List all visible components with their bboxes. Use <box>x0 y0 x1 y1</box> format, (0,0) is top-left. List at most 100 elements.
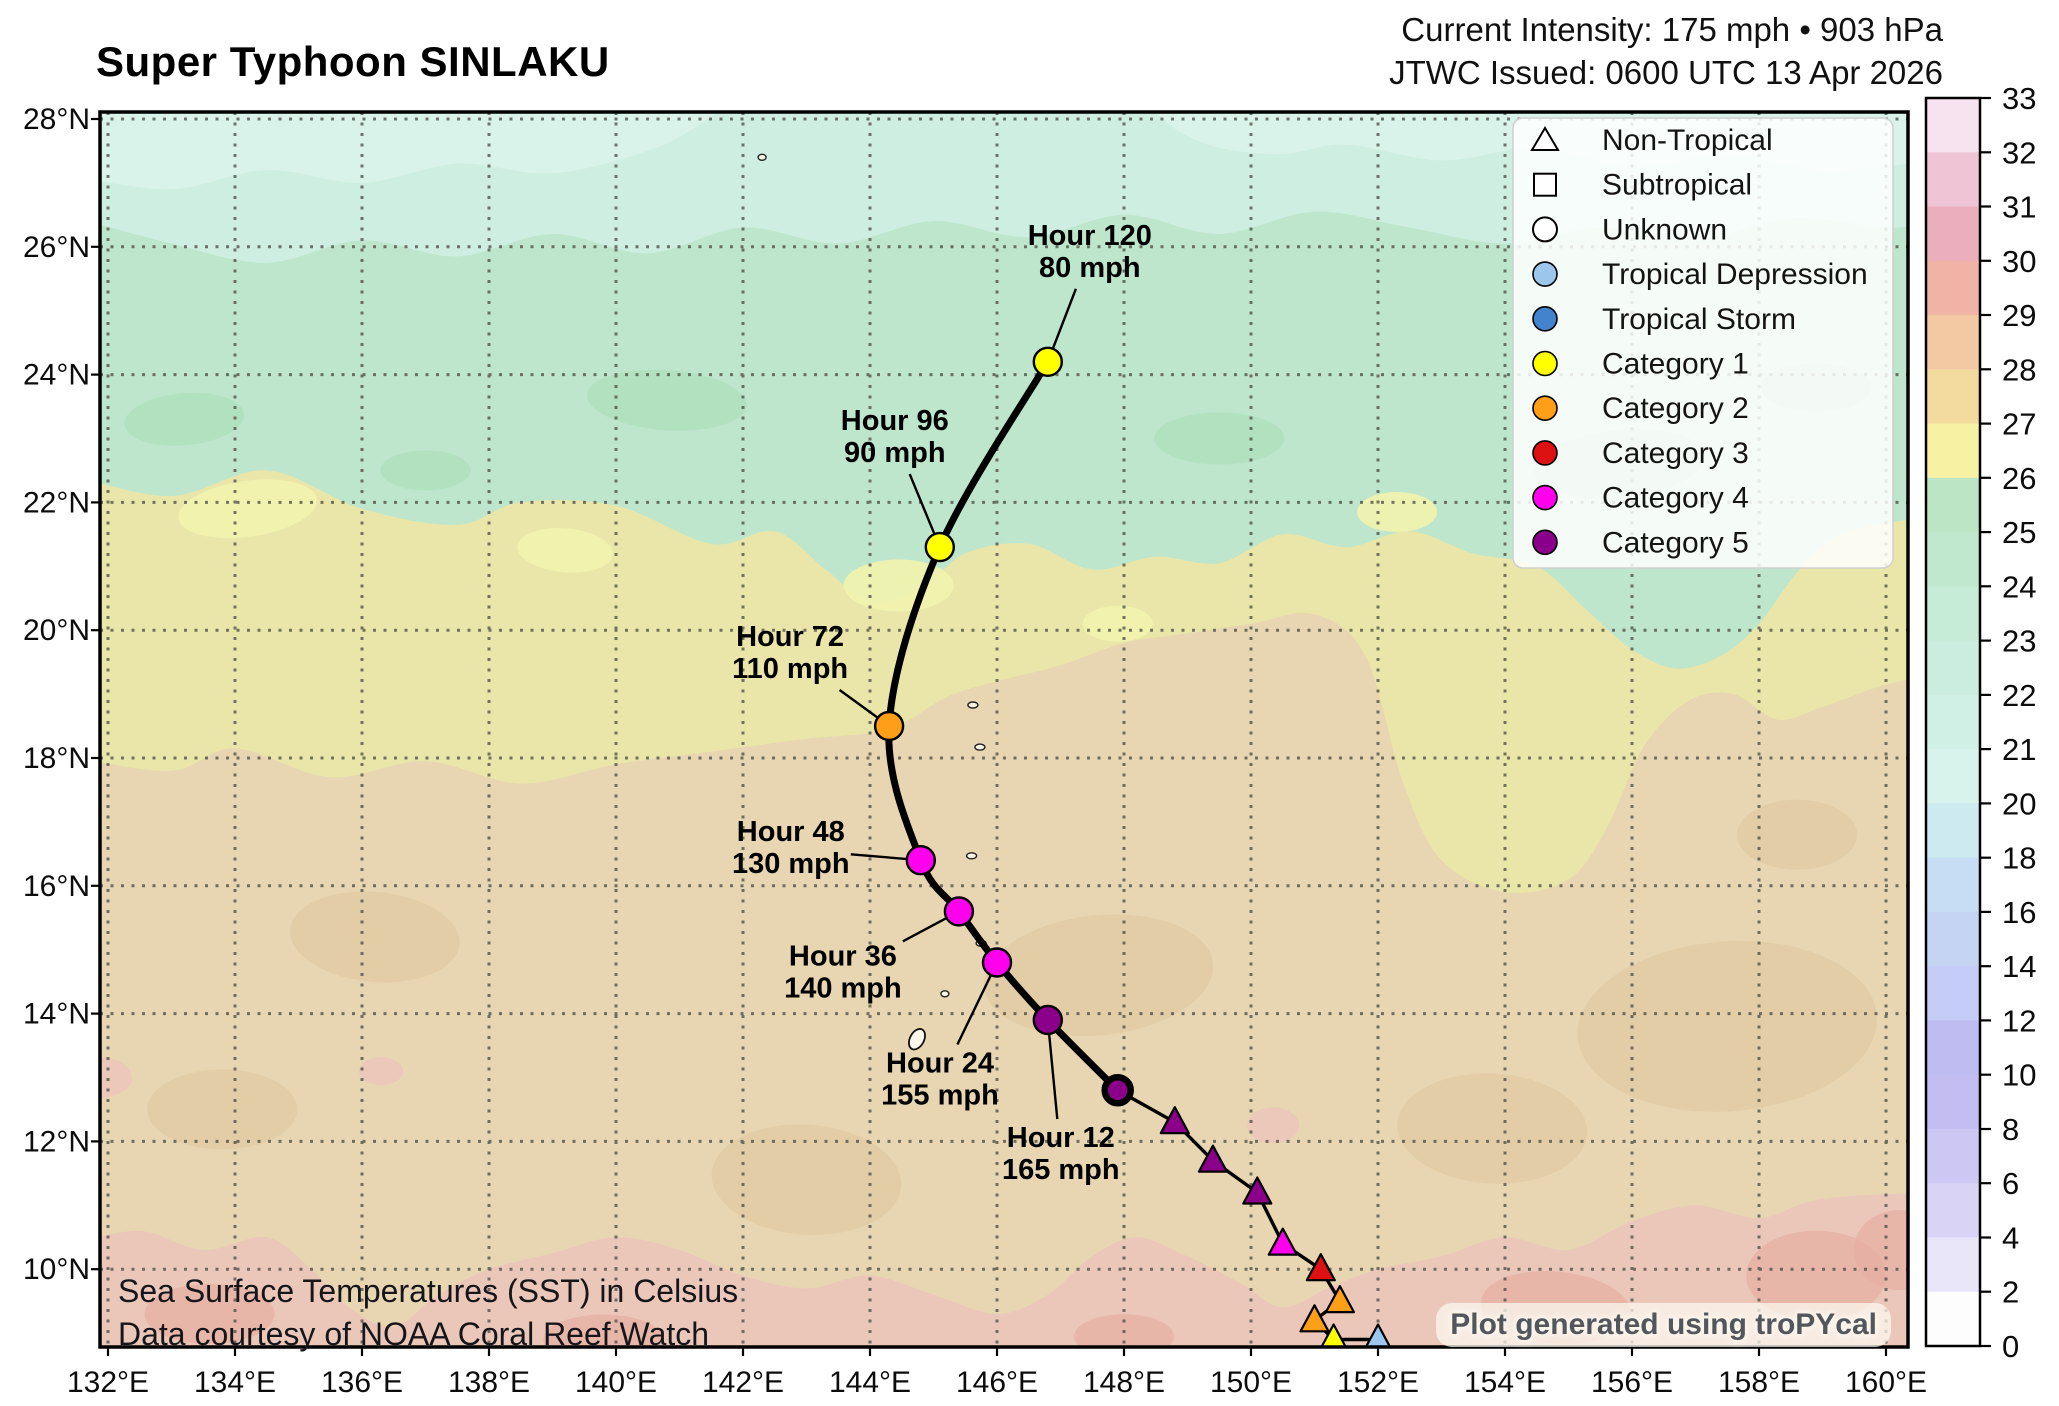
legend-item-label: Category 4 <box>1602 482 1749 515</box>
forecast-marker-hour-96 <box>924 531 955 563</box>
colorbar-segment-22 <box>1926 1291 1980 1347</box>
colorbar-segment-11 <box>1926 694 1980 750</box>
legend-box <box>1512 117 1894 569</box>
sst-colorbar: 3332313029282726252423222120181614121086… <box>1924 81 2036 1364</box>
dot-symbol-icon <box>1532 350 1558 377</box>
colorbar-tick-label-8: 8 <box>2002 1112 2019 1147</box>
legend-item-category-4: Category 4 <box>1532 482 1749 515</box>
sst-blob-dark-tan <box>711 1124 902 1235</box>
sst-blob-light-yellow <box>178 479 318 539</box>
x-tick-label-150°E: 150°E <box>1210 1366 1292 1399</box>
x-tick-label-158°E: 158°E <box>1718 1366 1800 1399</box>
forecast-marker-hour-72 <box>873 710 905 742</box>
sst-blob-dark-pink <box>144 1283 275 1344</box>
colorbar-segment-14 <box>1926 857 1980 913</box>
sst-annotation-line1: Sea Surface Temperatures (SST) in Celsiu… <box>118 1273 739 1309</box>
legend-item-label: Tropical Depression <box>1602 258 1868 291</box>
track-label-hour-36-line1: Hour 36 <box>789 940 897 972</box>
x-tick-label-144°E: 144°E <box>829 1366 911 1399</box>
legend-item-tropical-depression: Tropical Depression <box>1532 258 1868 291</box>
y-tick-label-20°N: 20°N <box>23 614 90 647</box>
colorbar-tick-label-6: 6 <box>2002 1166 2019 1201</box>
y-tick-label-28°N: 28°N <box>23 103 90 136</box>
track-label-hour-24-line2: 155 mph <box>881 1080 999 1112</box>
colorbar-tick-label-18: 18 <box>2002 841 2036 876</box>
current-position-marker <box>1101 1074 1134 1107</box>
past-track-marker-8 <box>1320 1323 1347 1347</box>
sst-blob-dark-tan <box>147 1069 298 1150</box>
island-speck <box>967 701 979 709</box>
sst-blob-dark-green <box>124 392 245 446</box>
colorbar-segment-8 <box>1926 532 1980 587</box>
track-label-hour-36-line2: 140 mph <box>784 972 902 1004</box>
legend-item-label: Unknown <box>1602 213 1727 246</box>
legend-item-category-2: Category 2 <box>1532 392 1749 425</box>
past-track-marker-2 <box>1197 1144 1229 1173</box>
legend-item-label: Category 5 <box>1602 526 1749 559</box>
y-tick-label-22°N: 22°N <box>23 486 90 519</box>
x-tick-label-142°E: 142°E <box>702 1366 784 1399</box>
track-label-hour-72-line2: 110 mph <box>732 653 848 685</box>
sst-blob-dark-tan <box>289 891 460 983</box>
sst-blob-dark-pink <box>543 1314 664 1347</box>
colorbar-segment-13 <box>1926 803 1980 859</box>
colorbar-segment-7 <box>1926 477 1980 533</box>
dot-symbol-icon <box>1532 261 1558 287</box>
sst-band-green <box>100 112 1908 669</box>
track-label-hour-12-line1: Hour 12 <box>1007 1122 1115 1154</box>
subtropical-symbol-icon <box>1533 172 1557 197</box>
credit-badge: Plot generated using troPYcal <box>1436 1303 1891 1347</box>
track-label-hour-120-line1: Hour 120 <box>1028 220 1152 252</box>
legend-item-label: Category 3 <box>1602 437 1749 470</box>
colorbar-segment-3 <box>1926 260 1980 316</box>
x-tick-label-138°E: 138°E <box>448 1366 530 1399</box>
colorbar-segment-6 <box>1926 423 1980 479</box>
legend-item-tropical-storm: Tropical Storm <box>1532 303 1796 336</box>
colorbar-tick-label-24: 24 <box>2002 569 2036 604</box>
track-label-hour-96-line1: Hour 96 <box>841 405 949 437</box>
forecast-marker-hour-12 <box>1032 1004 1064 1036</box>
island-guam <box>908 1028 926 1051</box>
dot-symbol-icon <box>1532 305 1558 332</box>
legend-item-label: Subtropical <box>1602 169 1752 202</box>
colorbar-tick-label-4: 4 <box>2002 1221 2019 1256</box>
colorbar-tick-label-32: 32 <box>2002 135 2036 170</box>
colorbar-segment-17 <box>1926 1020 1980 1076</box>
legend-item-label: Category 1 <box>1602 348 1749 381</box>
track-label-hour-48-line1: Hour 48 <box>737 816 845 848</box>
colorbar-tick-label-20: 20 <box>2002 786 2036 821</box>
page-title: Super Typhoon SINLAKU <box>96 38 610 85</box>
sst-blob-pink <box>1247 1107 1300 1144</box>
track-label-hour-24-line1: Hour 24 <box>886 1048 994 1080</box>
colorbar-tick-label-22: 22 <box>2002 678 2036 713</box>
colorbar-frame <box>1924 96 1982 1348</box>
x-tick-label-148°E: 148°E <box>1083 1366 1165 1399</box>
legend-item-non-tropical: Non-Tropical <box>1530 124 1773 157</box>
colorbar-segment-16 <box>1926 966 1980 1022</box>
island-speck <box>965 852 978 860</box>
issuance-text: JTWC Issued: 0600 UTC 13 Apr 2026 <box>1389 54 1943 91</box>
colorbar-tick-label-26: 26 <box>2002 461 2036 496</box>
x-tick-label-134°E: 134°E <box>194 1366 276 1399</box>
colorbar-tick-label-12: 12 <box>2002 1003 2036 1038</box>
colorbar-tick-label-30: 30 <box>2002 244 2036 279</box>
sst-patch-cyan-left <box>100 112 717 190</box>
colorbar-tick-label-31: 31 <box>2002 190 2036 225</box>
colorbar-tick-label-33: 33 <box>2002 81 2036 116</box>
x-tick-label-136°E: 136°E <box>321 1366 403 1399</box>
forecast-marker-hour-120 <box>1032 346 1064 377</box>
colorbar-segment-10 <box>1926 640 1980 696</box>
legend-item-category-3: Category 3 <box>1532 437 1749 470</box>
colorbar-tick-label-29: 29 <box>2002 298 2036 333</box>
x-tick-label-154°E: 154°E <box>1464 1366 1546 1399</box>
colorbar-segment-5 <box>1926 369 1980 425</box>
current-intensity-text: Current Intensity: 175 mph • 903 hPa <box>1401 11 1943 48</box>
colorbar-tick-label-2: 2 <box>2002 1275 2019 1310</box>
past-track-marker-6 <box>1324 1284 1356 1314</box>
y-tick-label-18°N: 18°N <box>23 742 90 775</box>
colorbar-segment-15 <box>1926 911 1980 967</box>
track-label-hour-72-line1: Hour 72 <box>736 621 844 653</box>
